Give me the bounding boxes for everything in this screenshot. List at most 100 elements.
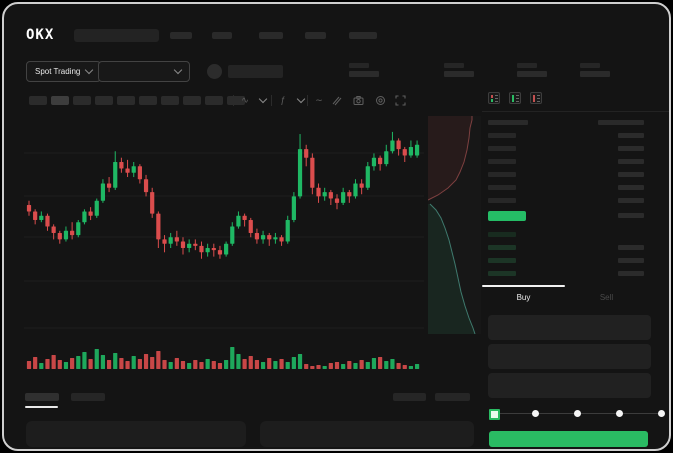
volume-bar bbox=[137, 359, 142, 369]
slider-step-dot[interactable] bbox=[616, 410, 623, 417]
volume-bar bbox=[187, 363, 192, 369]
chevron-down-icon[interactable] bbox=[256, 93, 270, 107]
market-type-selector[interactable]: Spot Trading bbox=[26, 61, 102, 82]
volume-bar bbox=[217, 363, 223, 369]
submit-order-button[interactable] bbox=[489, 431, 648, 447]
slider-step-dot[interactable] bbox=[658, 410, 665, 417]
amount-placeholder bbox=[618, 245, 644, 250]
bottom-action-placeholder[interactable] bbox=[393, 393, 426, 401]
bid-row[interactable] bbox=[488, 267, 644, 280]
tab-buy[interactable]: Buy bbox=[516, 293, 531, 302]
candle-body bbox=[45, 215, 50, 227]
interval-chip[interactable] bbox=[73, 96, 91, 105]
interval-chip[interactable] bbox=[51, 96, 69, 105]
interval-chip[interactable] bbox=[29, 96, 47, 105]
volume-bar bbox=[378, 357, 383, 369]
tab-sell[interactable]: Sell bbox=[599, 293, 614, 302]
okx-logo[interactable]: OKX bbox=[26, 27, 55, 43]
candle-body bbox=[359, 183, 364, 188]
bottom-tab-placeholder[interactable] bbox=[71, 393, 105, 401]
volume-bar bbox=[310, 366, 315, 369]
slider-step-dot[interactable] bbox=[574, 410, 581, 417]
volume-bar bbox=[131, 356, 136, 369]
interval-chip[interactable] bbox=[139, 96, 157, 105]
volume-bar bbox=[402, 365, 407, 369]
volume-bar bbox=[267, 358, 272, 369]
interval-chip[interactable] bbox=[183, 96, 201, 105]
depth-chart[interactable] bbox=[428, 116, 481, 334]
candle-body bbox=[297, 149, 303, 197]
ask-row[interactable] bbox=[488, 142, 644, 155]
orderbook-divider bbox=[482, 111, 669, 112]
total-field[interactable] bbox=[488, 373, 651, 398]
bid-row[interactable] bbox=[488, 254, 644, 267]
price-field[interactable] bbox=[488, 315, 651, 340]
candle-body bbox=[150, 192, 155, 214]
bottom-action-placeholder[interactable] bbox=[435, 393, 470, 401]
volume-bar bbox=[414, 364, 420, 369]
amount-placeholder bbox=[618, 146, 644, 151]
book-asks-icon[interactable] bbox=[530, 92, 542, 104]
amount-slider[interactable] bbox=[489, 409, 665, 420]
bottom-tab-indicator bbox=[25, 406, 58, 408]
price-placeholder bbox=[488, 172, 516, 177]
interval-chip[interactable] bbox=[95, 96, 113, 105]
ask-row[interactable] bbox=[488, 129, 644, 142]
interval-chip[interactable] bbox=[205, 96, 223, 105]
candle-body bbox=[310, 157, 315, 188]
compare-icon[interactable]: ∼ bbox=[315, 94, 323, 105]
book-bids-icon[interactable] bbox=[509, 92, 521, 104]
orderbook-column-header[interactable] bbox=[488, 116, 644, 129]
volume-bar bbox=[150, 357, 155, 369]
nav-item-placeholder[interactable] bbox=[349, 32, 377, 39]
ask-row[interactable] bbox=[488, 155, 644, 168]
fullscreen-icon[interactable] bbox=[393, 93, 407, 107]
orderbook-view-toggle bbox=[488, 92, 542, 104]
chevron-down-icon[interactable] bbox=[294, 93, 308, 107]
volume-bar bbox=[396, 363, 401, 369]
last-price-row[interactable] bbox=[488, 207, 644, 224]
candle-body bbox=[242, 215, 247, 221]
slider-step-dot[interactable] bbox=[532, 410, 539, 417]
interval-chip[interactable] bbox=[161, 96, 179, 105]
settings-icon[interactable] bbox=[373, 93, 387, 107]
bottom-tab-placeholder[interactable] bbox=[25, 393, 59, 401]
volume-bar bbox=[353, 363, 358, 369]
slider-handle-active[interactable] bbox=[489, 409, 500, 420]
volume-bar bbox=[45, 359, 50, 369]
bid-row[interactable] bbox=[488, 241, 644, 254]
candle-body bbox=[236, 215, 241, 227]
bid-row[interactable] bbox=[488, 228, 644, 241]
ask-row[interactable] bbox=[488, 168, 644, 181]
nav-item-placeholder[interactable] bbox=[170, 32, 192, 39]
line-type-icon[interactable]: ∿ bbox=[241, 94, 249, 105]
interval-chip[interactable] bbox=[227, 96, 245, 105]
indicators-icon[interactable]: ƒ bbox=[280, 95, 286, 105]
active-tab-indicator bbox=[482, 285, 565, 287]
candle-body bbox=[180, 241, 186, 248]
pair-selector[interactable] bbox=[98, 61, 190, 82]
depth-panel bbox=[428, 116, 481, 334]
ask-row[interactable] bbox=[488, 181, 644, 194]
ask-row[interactable] bbox=[488, 194, 644, 207]
stat-label-placeholder bbox=[517, 63, 537, 68]
amount-field[interactable] bbox=[488, 344, 651, 369]
candle-body bbox=[316, 187, 321, 197]
camera-icon[interactable] bbox=[351, 93, 365, 107]
search-placeholder[interactable] bbox=[74, 29, 159, 42]
book-combined-icon[interactable] bbox=[488, 92, 500, 104]
volume-bar bbox=[119, 358, 124, 369]
volume-bar bbox=[260, 362, 266, 369]
candlestick-chart[interactable] bbox=[24, 116, 424, 372]
depth-fill bbox=[428, 116, 472, 200]
amount-placeholder bbox=[618, 172, 644, 177]
interval-chip[interactable] bbox=[117, 96, 135, 105]
nav-item-placeholder[interactable] bbox=[259, 32, 283, 39]
nav-item-placeholder[interactable] bbox=[212, 32, 232, 39]
candle-body bbox=[396, 140, 401, 150]
amount-placeholder bbox=[618, 185, 644, 190]
last-price-badge bbox=[488, 210, 526, 221]
nav-item-placeholder[interactable] bbox=[305, 32, 326, 39]
draw-icon[interactable] bbox=[329, 93, 343, 107]
candle-body bbox=[119, 162, 124, 169]
